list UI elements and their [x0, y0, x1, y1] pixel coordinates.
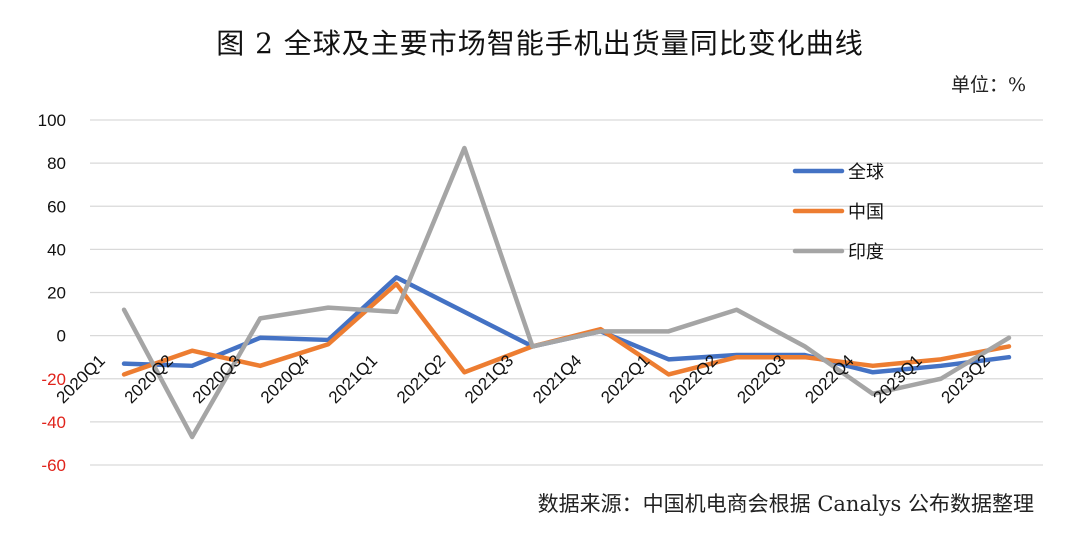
- y-tick-label: -60: [41, 456, 66, 475]
- series-line-印度: [121, 145, 1012, 440]
- y-tick-label: 100: [38, 111, 66, 130]
- y-tick-label: 20: [47, 284, 66, 303]
- y-tick-label: 80: [47, 154, 66, 173]
- y-tick-label: 40: [47, 240, 66, 259]
- y-tick-label: -20: [41, 370, 66, 389]
- data-source-note: 数据来源：中国机电商会根据 Canalys 公布数据整理: [537, 492, 1034, 516]
- unit-label: 单位：%: [950, 74, 1026, 96]
- legend-label: 印度: [848, 242, 884, 263]
- grid-lines: [90, 119, 1043, 466]
- y-tick-label: 0: [57, 327, 66, 346]
- chart-title: 图 2 全球及主要市场智能手机出货量同比变化曲线: [216, 27, 864, 60]
- y-axis-ticks: 100 80 60 40 20 0 -20 -40 -60: [38, 111, 66, 475]
- legend-label: 中国: [848, 202, 884, 223]
- series-lines: [121, 145, 1012, 440]
- legend-label: 全球: [848, 162, 884, 183]
- y-tick-label: 60: [47, 197, 66, 216]
- y-tick-label: -40: [41, 413, 66, 432]
